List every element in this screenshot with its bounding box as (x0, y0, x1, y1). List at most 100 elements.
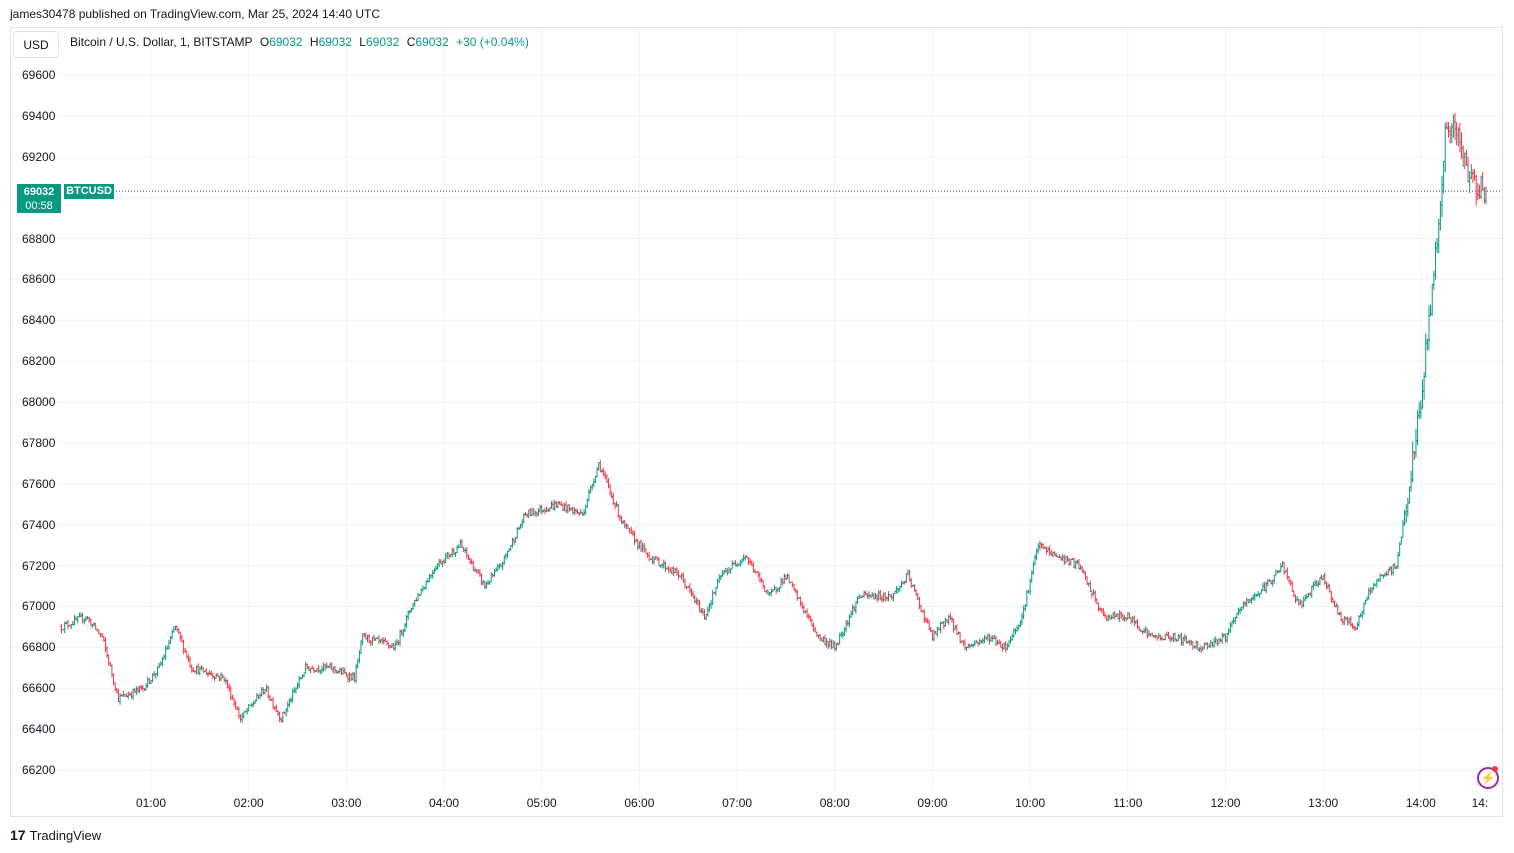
ohlc-bar (179, 631, 182, 642)
ohlc-bar (1133, 615, 1136, 627)
ohlc-bar (923, 609, 926, 623)
ohlc-bar (1286, 567, 1289, 580)
ohlc-bar (413, 599, 416, 607)
ohlc-bar (918, 596, 921, 609)
ohlc-bar (748, 558, 752, 565)
ohlc-bar (348, 671, 351, 683)
last-price: 69032 (23, 186, 55, 198)
ohlc-bar (825, 637, 828, 648)
ohlc-bar (227, 683, 231, 692)
ohlc-bar (1238, 607, 1242, 615)
published-caption: james30478 published on TradingView.com,… (10, 7, 381, 21)
low-value: 69032 (365, 35, 400, 49)
ohlc-bar (488, 580, 491, 585)
lightning-icon[interactable]: ⚡ (1477, 767, 1499, 789)
ohlc-bar (753, 569, 757, 574)
ohlc-bar (1266, 578, 1270, 587)
y-tick-label: 67400 (22, 517, 56, 532)
ohlc-bar (540, 505, 543, 515)
ohlc-bar (1146, 628, 1149, 639)
x-tick-label: 14:00 (1405, 796, 1436, 810)
ohlc-bar (117, 688, 120, 703)
ohlc-bar (459, 539, 462, 548)
close-label: C (406, 35, 416, 49)
ohlc-bar (758, 572, 762, 583)
ohlc-bar (952, 618, 955, 633)
ohlc-bar (1323, 572, 1326, 585)
ohlc-bar (1468, 171, 1471, 193)
ohlc-bar (1234, 616, 1237, 624)
ohlc-bar (833, 641, 836, 652)
currency-button[interactable]: USD (13, 31, 59, 58)
ohlc-bar (786, 573, 789, 580)
ohlc-bar (1172, 632, 1175, 643)
ohlc-bar (615, 501, 618, 507)
ohlc-bar (608, 483, 612, 496)
symbol-tag: BTCUSD (64, 184, 114, 199)
ohlc-bar (856, 596, 859, 604)
ohlc-bar (1253, 592, 1256, 601)
y-tick-label: 67800 (22, 435, 56, 450)
ohlc-bar (538, 504, 542, 513)
ohlc-bar (372, 634, 376, 642)
tradingview-logo[interactable]: 17 TradingView (10, 827, 101, 843)
ohlc-bar (271, 697, 275, 710)
ohlc-bar (1103, 611, 1107, 619)
ohlc-bar (156, 666, 159, 677)
ohlc-bar (167, 639, 171, 650)
ohlc-bar (1404, 504, 1408, 524)
ohlc-bar (892, 593, 895, 602)
ohlc-bar (1092, 589, 1095, 596)
ohlc-bar (338, 667, 342, 674)
ohlc-bar (1450, 123, 1453, 144)
ohlc-bar (177, 628, 180, 634)
ohlc-bar (1321, 575, 1325, 581)
ohlc-bar (302, 672, 306, 678)
open-value: 69032 (269, 35, 303, 49)
ohlc-bar (1011, 633, 1014, 641)
ohlc-bar (597, 462, 600, 471)
low-label: L (359, 35, 366, 49)
ohlc-bar (1216, 639, 1219, 647)
ohlc-bar (1403, 510, 1406, 526)
ohlc-bar (486, 579, 490, 585)
x-tick-label: 06:00 (624, 796, 655, 810)
ohlc-bar (579, 508, 582, 515)
ohlc-bar (828, 637, 832, 648)
ohlc-bar (682, 572, 685, 584)
ohlc-bar (1484, 186, 1488, 205)
ohlc-bar (1035, 548, 1038, 561)
ohlc-bar (104, 637, 107, 652)
ohlc-bar (1012, 628, 1016, 638)
ohlc-bar (652, 556, 656, 565)
ohlc-bar (122, 690, 125, 697)
ohlc-bar (854, 601, 858, 614)
ohlc-bar (197, 663, 200, 675)
ohlc-bar (630, 526, 633, 535)
y-tick-label: 66400 (22, 722, 56, 737)
ohlc-bar (1279, 563, 1283, 573)
ohlc-bar (1432, 270, 1436, 290)
ohlc-bar (231, 694, 234, 700)
ohlc-bar (1061, 554, 1064, 562)
ohlc-bar (1356, 622, 1359, 630)
ohlc-bar (1242, 601, 1245, 609)
ohlc-bar (81, 613, 84, 624)
ohlc-bar (1349, 616, 1353, 628)
ohlc-bar (1136, 618, 1139, 629)
ohlc-bar (170, 629, 174, 640)
y-tick-label: 69600 (22, 68, 56, 82)
ohlc-bar (221, 674, 224, 679)
ohlc-bar (1370, 587, 1374, 594)
ohlc-bar (1261, 582, 1265, 592)
ohlc-bar (92, 622, 96, 627)
ohlc-bar (1212, 637, 1216, 648)
ohlc-bar (610, 491, 613, 499)
ohlc-bar (664, 561, 667, 573)
ohlc-bar (234, 700, 237, 710)
ohlc-bar (1076, 559, 1079, 565)
ohlc-bar (1160, 635, 1164, 641)
ohlc-bar (253, 699, 257, 704)
ohlc-bar (462, 546, 465, 553)
